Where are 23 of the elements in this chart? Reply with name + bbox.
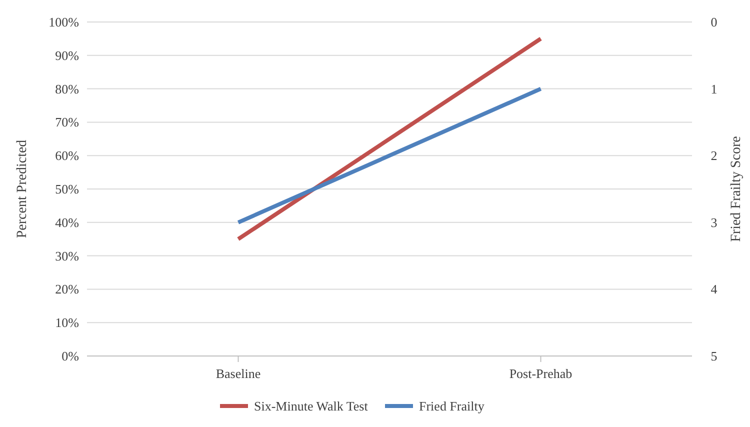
y-tick-label: 100% bbox=[48, 14, 80, 30]
y2-tick-label: 1 bbox=[710, 81, 718, 96]
y2-axis-title: Fried Frailty Score bbox=[729, 136, 744, 242]
y2-tick-label: 2 bbox=[710, 148, 718, 164]
y-tick-label: 70% bbox=[55, 114, 80, 130]
y2-tick-label: 5 bbox=[710, 348, 718, 364]
y-tick-label: 10% bbox=[55, 315, 80, 330]
y2-tick-label: 4 bbox=[710, 282, 718, 297]
y-tick-label: 80% bbox=[55, 81, 80, 96]
y2-tick-label: 3 bbox=[710, 214, 718, 230]
y-tick-label: 40% bbox=[55, 214, 80, 230]
y-tick-label: 90% bbox=[55, 48, 80, 63]
legend-label: Six-Minute Walk Test bbox=[254, 398, 368, 414]
y-tick-label: 60% bbox=[55, 148, 80, 164]
x-tick-label: Post-Prehab bbox=[509, 366, 572, 381]
y2-tick-label: 0 bbox=[710, 14, 718, 30]
x-tick-label: Baseline bbox=[216, 366, 261, 381]
y-tick-label: 0% bbox=[62, 348, 80, 364]
legend-label: Fried Frailty bbox=[419, 398, 485, 414]
y-tick-label: 30% bbox=[55, 248, 80, 264]
y-axis-title: Percent Predicted bbox=[15, 140, 30, 238]
y-tick-label: 50% bbox=[55, 182, 80, 196]
y-tick-label: 20% bbox=[55, 282, 80, 297]
